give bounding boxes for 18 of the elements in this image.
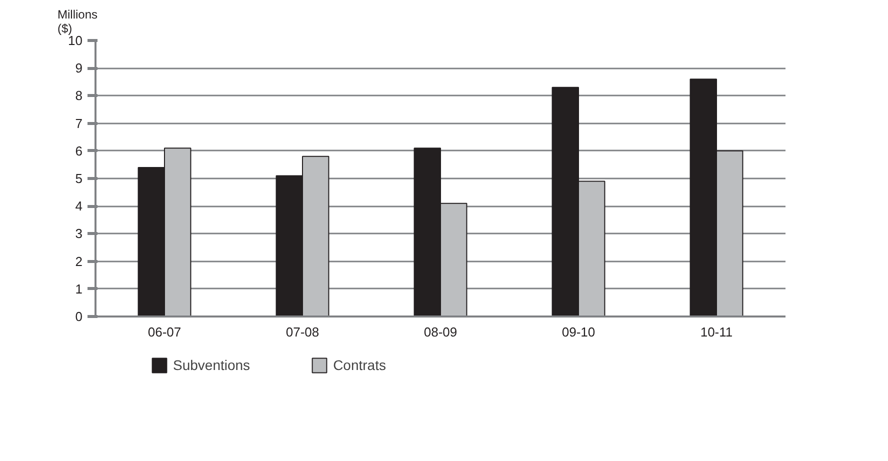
- legend-label: Contrats: [333, 357, 386, 373]
- x-tick-label: 08-09: [424, 324, 458, 340]
- x-tick-label: 06-07: [148, 324, 182, 340]
- y-tick-label: 7: [75, 116, 83, 131]
- y-tick-label: 2: [75, 254, 83, 269]
- x-tick-label: 09-10: [562, 324, 596, 340]
- y-tick-label: 8: [75, 88, 83, 104]
- x-tick-label: 07-08: [286, 324, 320, 340]
- y-tick-label: 0: [75, 309, 83, 324]
- y-axis-title: Millions ($): [58, 8, 98, 36]
- y-tick-label: 5: [75, 171, 83, 186]
- y-tick-label: 3: [75, 226, 83, 242]
- x-tick-label: 10-11: [700, 324, 733, 340]
- y-tick-label: 6: [75, 143, 83, 158]
- legend-label: Subventions: [173, 357, 250, 373]
- y-tick-label: 4: [75, 198, 83, 214]
- y-tick-label: 1: [75, 281, 83, 296]
- y-tick-label: 9: [75, 60, 83, 76]
